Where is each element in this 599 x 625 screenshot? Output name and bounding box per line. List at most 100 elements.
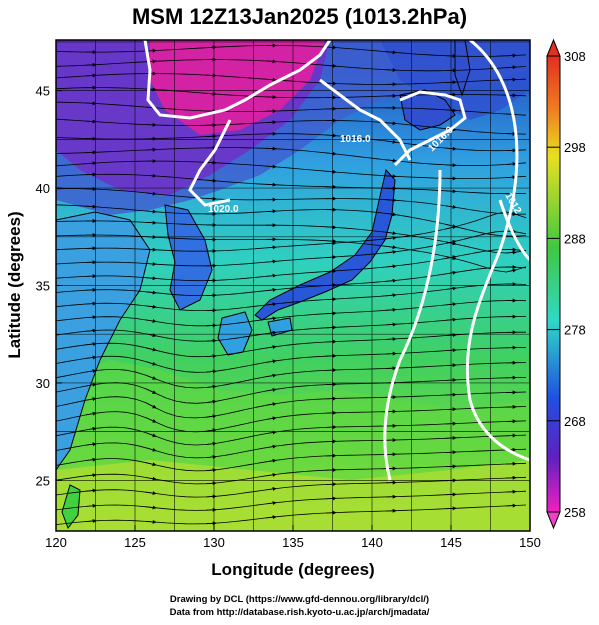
x-axis: 120 125 130 135 140 145 150 (45, 525, 541, 550)
streamline-arrow (145, 276, 157, 281)
y-tick-label: 40 (36, 181, 50, 196)
streamline-arrow (205, 494, 217, 499)
coldest-region (150, 40, 325, 135)
streamline-arrow (445, 204, 457, 209)
streamline-arrow (385, 307, 397, 312)
streamline-arrow (385, 231, 397, 236)
streamline-arrow (265, 515, 277, 520)
streamline-arrow (325, 283, 337, 288)
streamline-arrow (145, 491, 157, 496)
streamline-arrow (85, 473, 97, 478)
streamline-arrow (445, 348, 457, 353)
streamline-arrow (325, 133, 337, 138)
credit-line: Drawing by DCL (https://www.gfd-dennou.o… (169, 594, 430, 605)
streamline-arrow (385, 250, 397, 255)
streamline-arrow (85, 411, 97, 416)
streamline-arrow (145, 319, 157, 323)
streamline-arrow (385, 198, 397, 203)
streamline-arrow (85, 301, 97, 306)
streamline-arrow (325, 169, 337, 174)
streamline-arrow (265, 416, 277, 421)
streamline-arrow (445, 363, 457, 368)
y-tick-label: 45 (36, 84, 50, 99)
streamline-arrow (265, 487, 277, 491)
streamline-arrow (385, 337, 397, 342)
colorbar-bottom-triangle (546, 511, 561, 530)
streamline-arrow (145, 476, 157, 481)
streamline-arrow (145, 333, 157, 338)
streamline-arrow (145, 432, 157, 438)
streamline-arrow (265, 472, 277, 477)
streamline-arrow (85, 328, 97, 333)
streamline-arrow (145, 247, 157, 252)
streamline-arrow (265, 387, 277, 392)
x-tick-label: 125 (124, 535, 146, 550)
streamline-arrow (445, 225, 457, 230)
streamline-arrow (205, 178, 217, 183)
streamline-arrow (265, 345, 277, 350)
y-tick-label: 35 (36, 279, 50, 294)
colorbar-tick-label: 278 (564, 323, 586, 338)
streamline-arrow (205, 134, 217, 139)
streamline-arrow (385, 236, 397, 241)
streamline-arrow (385, 212, 397, 217)
streamline-arrow (325, 151, 337, 156)
streamline-arrow (445, 108, 457, 113)
colorbar-tick-label: 268 (564, 414, 586, 429)
streamline-arrow (85, 457, 97, 462)
x-tick-label: 130 (203, 535, 225, 550)
streamline-arrow (85, 382, 97, 387)
streamline-arrow (205, 454, 217, 459)
isobar-contours (143, 40, 530, 481)
x-tick-label: 120 (45, 535, 67, 550)
streamline-arrow (505, 161, 517, 166)
streamline-arrow (325, 255, 337, 260)
contour-label: 1020.0 (208, 204, 239, 215)
streamline-arrow (265, 182, 277, 187)
streamline-arrow (265, 273, 277, 278)
colorbar-tick-label: 298 (564, 140, 586, 155)
streamline-arrow (205, 91, 217, 96)
y-axis: 25 30 35 40 45 (36, 84, 62, 488)
streamline-arrow (85, 519, 97, 524)
streamline-arrow (385, 139, 397, 144)
contour-label: 1016.0 (340, 134, 371, 145)
streamline-arrow (145, 462, 157, 467)
streamline-arrow (265, 259, 277, 264)
streamline-arrow (85, 73, 97, 78)
streamline-arrow (85, 342, 97, 347)
streamline-arrow (325, 225, 337, 230)
streamline-arrow (445, 270, 457, 275)
y-tick-label: 25 (36, 473, 50, 488)
streamline-arrow (145, 417, 157, 423)
isobar-contour (498, 199, 530, 262)
streamline-arrow (205, 399, 217, 404)
streamline-arrow (265, 302, 277, 307)
streamline-arrow (85, 426, 97, 431)
streamline-arrow (145, 519, 157, 524)
streamline-arrow (265, 373, 277, 378)
colorbar-tick-label: 258 (564, 505, 586, 520)
colorbar: 308 298 288 278 268 258 (546, 38, 586, 530)
streamline-arrow (325, 297, 337, 302)
streamline-arrow (325, 241, 337, 246)
streamline-arrow (85, 101, 97, 106)
isobar-contour (465, 40, 530, 462)
streamline-arrow (325, 325, 337, 330)
streamline-arrow (85, 355, 97, 360)
streamline-arrow (265, 458, 277, 463)
colorbar-tick-label: 288 (564, 231, 586, 246)
colorbar-tick-label: 308 (564, 49, 586, 64)
streamline-arrow (205, 369, 217, 374)
streamline-arrow (205, 507, 217, 512)
streamline-arrow (445, 302, 457, 307)
streamline-arrow (445, 239, 457, 244)
streamline-arrow (145, 304, 157, 309)
streamline-arrow (145, 505, 157, 510)
streamline-arrow (265, 209, 277, 214)
streamline-arrow (145, 402, 157, 409)
streamline-arrow (265, 316, 277, 321)
streamline-arrow (85, 369, 97, 374)
streamline-arrow (385, 264, 397, 269)
